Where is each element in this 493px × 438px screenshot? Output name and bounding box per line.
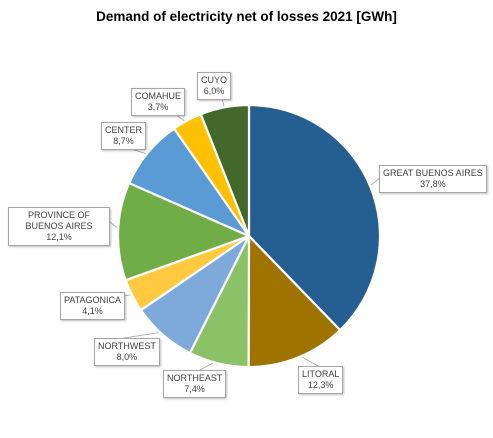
slice-percent: 4,1% — [82, 306, 103, 316]
callout-northeast: NORTHEAST 7,4% — [163, 370, 227, 398]
slice-label: COMAHUE — [135, 91, 182, 101]
slice-label: NORTHWEST — [98, 341, 156, 351]
slice-percent: 6,0% — [203, 86, 225, 96]
pie-slices — [116, 103, 382, 369]
slice-percent: 37,8% — [420, 179, 446, 189]
callout-center: CENTER 8,7% — [101, 122, 147, 150]
pie-slice-litoral — [247, 234, 342, 369]
callout-cuyo: CUYO 6,0% — [197, 72, 232, 100]
leader-line — [123, 331, 166, 339]
slice-label: GREAT BUENOS AIRES — [383, 168, 483, 178]
callout-great-buenos-aires: GREAT BUENOS AIRES 37,8% — [379, 165, 487, 193]
slice-label: NORTHEAST — [167, 373, 223, 383]
slice-label: CENTER — [105, 125, 143, 135]
pie-slice-cuyo — [199, 103, 251, 238]
slice-label: PATAGONICA — [64, 295, 122, 305]
slice-label: CUYO — [201, 75, 228, 85]
callout-province-of-buenos-aires: PROVINCE OF BUENOS AIRES 12,1% — [8, 207, 110, 246]
pie-slice-great-buenos-aires — [247, 103, 382, 332]
pie-slice-province-of-buenos-aires — [116, 181, 251, 282]
callout-northwest: NORTHWEST 8,0% — [94, 338, 160, 366]
callout-comahue: COMAHUE 3,7% — [131, 88, 186, 116]
callout-litoral: LITORAL 12,3% — [298, 366, 344, 394]
slice-label: PROVINCE OF BUENOS AIRES — [25, 210, 93, 231]
callout-patagonica: PATAGONICA 4,1% — [60, 292, 126, 320]
slice-percent: 8,7% — [113, 136, 134, 146]
slice-percent: 3,7% — [147, 102, 169, 112]
slice-percent: 7,4% — [184, 384, 205, 394]
slice-percent: 12,3% — [307, 380, 334, 390]
slice-label: LITORAL — [302, 369, 340, 379]
slice-percent: 12,1% — [46, 232, 72, 242]
chart-title: Demand of electricity net of losses 2021… — [96, 9, 397, 24]
slice-percent: 8,0% — [116, 352, 138, 362]
